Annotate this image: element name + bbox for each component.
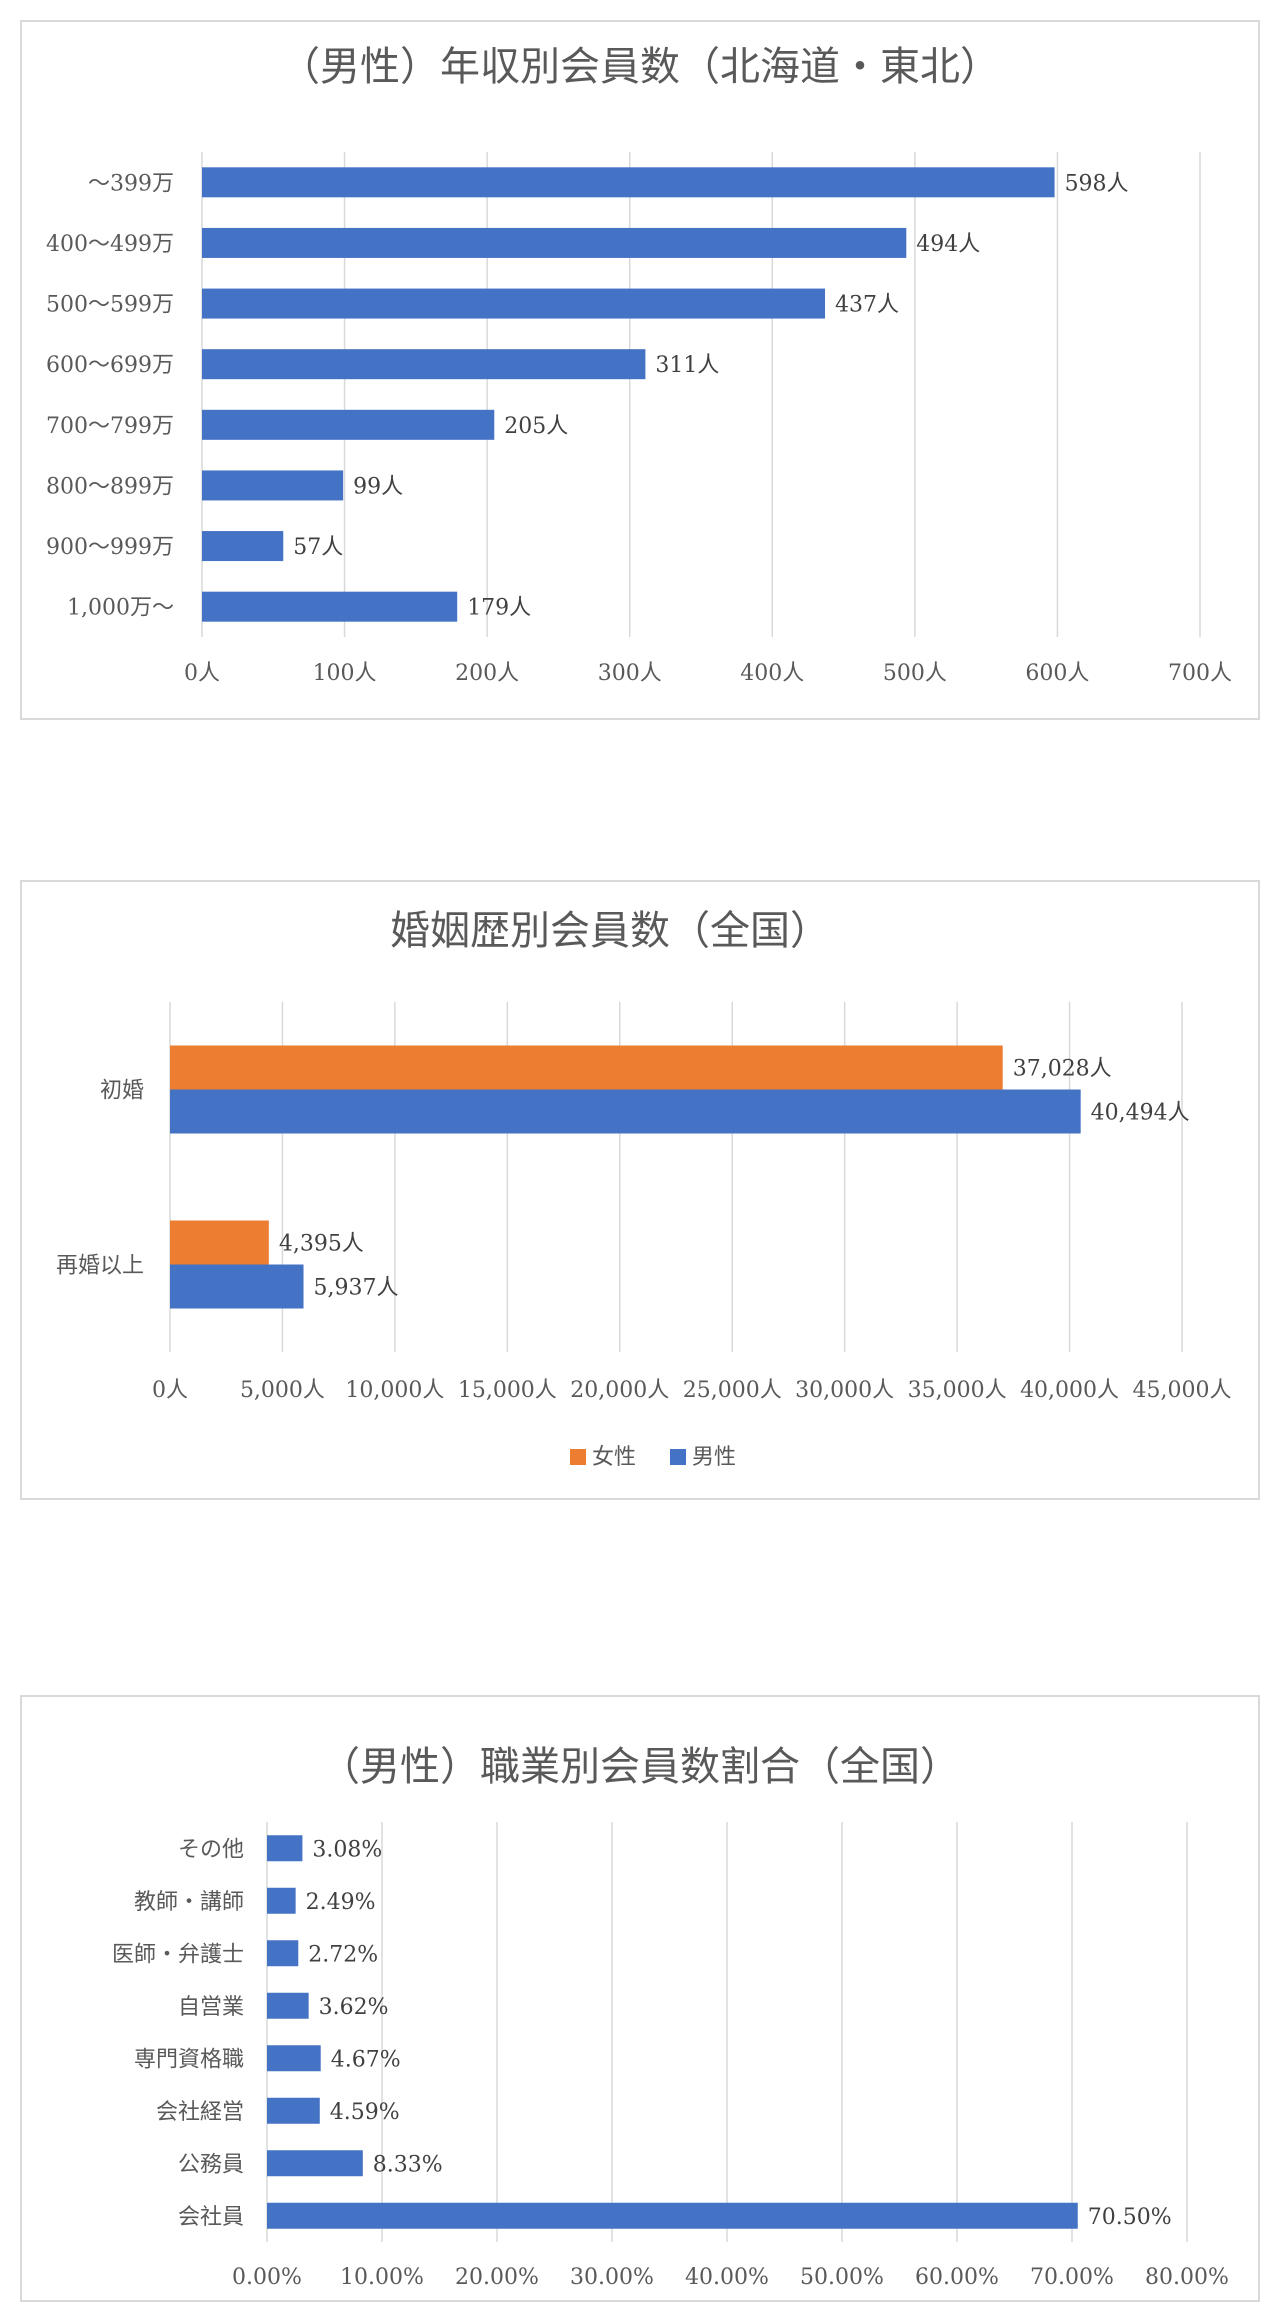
data-label: 2.49% — [306, 1890, 376, 1915]
data-label: 4.59% — [330, 2100, 400, 2125]
category-label: 会社経営 — [156, 2100, 244, 2125]
legend-label: 女性 — [592, 1445, 636, 1470]
chart-title: 婚姻歴別会員数（全国） — [390, 908, 830, 954]
data-label: 3.62% — [319, 1995, 389, 2020]
x-tick-label: 400人 — [740, 661, 804, 686]
chart-marital-svg: 婚姻歴別会員数（全国） 0人 5,000人 10,000人 15,000人 20,000… — [56, 908, 1232, 1470]
category-label: その他 — [178, 1837, 244, 1862]
legend-swatch — [570, 1449, 586, 1465]
chart-title: （男性）年収別会員数（北海道・東北） — [280, 44, 1000, 90]
category-label: 700～799万 — [46, 414, 174, 439]
category-label: 教師・講師 — [134, 1890, 244, 1915]
x-tick-label: 10.00% — [340, 2265, 424, 2290]
x-tick-label: 80.00% — [1145, 2265, 1229, 2290]
x-tick-label: 20.00% — [455, 2265, 539, 2290]
bar — [267, 2202, 1078, 2229]
x-tick-label: 70.00% — [1030, 2265, 1114, 2290]
x-tick-label: 300人 — [598, 661, 662, 686]
data-label: 70.50% — [1088, 2205, 1172, 2230]
category-label: 900～999万 — [46, 535, 174, 560]
category-label: 800～899万 — [46, 474, 174, 499]
bar — [202, 591, 458, 622]
data-label: 3.08% — [312, 1837, 382, 1862]
x-tick-label: 15,000人 — [458, 1378, 557, 1403]
category-label: 専門資格職 — [134, 2047, 244, 2072]
bar — [202, 288, 826, 319]
x-tick-label: 20,000人 — [570, 1378, 669, 1403]
chart-income-svg: （男性）年収別会員数（北海道・東北） 0人 100人 200人 300人 400人 500… — [46, 44, 1232, 686]
bar — [170, 1220, 269, 1265]
category-label: 会社員 — [178, 2205, 244, 2230]
category-label: 初婚 — [100, 1079, 144, 1104]
chart-title: （男性）職業別会員数割合（全国） — [320, 1744, 960, 1790]
category-label: 再婚以上 — [56, 1254, 144, 1279]
legend-label: 男性 — [692, 1445, 736, 1470]
category-label: 600～699万 — [46, 353, 174, 378]
data-label: 4.67% — [331, 2047, 401, 2072]
legend-swatch — [670, 1449, 686, 1465]
data-label: 437人 — [835, 293, 899, 318]
bar — [170, 1264, 304, 1309]
x-tick-label: 200人 — [455, 661, 519, 686]
bar — [267, 1992, 309, 2019]
bar — [202, 167, 1055, 198]
data-label: 311人 — [655, 353, 719, 378]
bar — [202, 470, 344, 501]
data-label: 4,395人 — [279, 1232, 364, 1257]
bar — [202, 409, 495, 440]
x-tick-label: 35,000人 — [908, 1378, 1007, 1403]
x-tick-label: 0人 — [152, 1378, 188, 1403]
data-label: 5,937人 — [314, 1276, 399, 1301]
bar — [267, 1940, 299, 1967]
bar — [267, 2150, 363, 2177]
category-label: 公務員 — [178, 2152, 244, 2177]
data-label: 57人 — [293, 535, 343, 560]
data-label: 37,028人 — [1013, 1057, 1112, 1082]
bar — [202, 531, 284, 562]
x-tick-label: 40.00% — [685, 2265, 769, 2290]
data-label: 40,494人 — [1091, 1101, 1190, 1126]
data-label: 179人 — [467, 596, 531, 621]
bar — [202, 349, 646, 380]
x-tick-label: 500人 — [883, 661, 947, 686]
data-label: 2.72% — [308, 1942, 378, 1967]
data-label: 598人 — [1065, 171, 1129, 196]
x-tick-label: 5,000人 — [240, 1378, 325, 1403]
bar — [267, 1887, 296, 1914]
category-label: 自営業 — [178, 1995, 244, 2020]
bar — [267, 1835, 303, 1862]
x-tick-label: 45,000人 — [1133, 1378, 1232, 1403]
x-tick-label: 0人 — [184, 661, 220, 686]
chart-occupation-svg: （男性）職業別会員数割合（全国） 0.00% 10.00% 20.00% 30.00%… — [112, 1744, 1229, 2290]
bar — [202, 227, 907, 258]
x-tick-label: 0.00% — [232, 2265, 302, 2290]
category-label: 400～499万 — [46, 232, 174, 257]
chart-marital: 婚姻歴別会員数（全国） 0人 5,000人 10,000人 15,000人 20,000… — [20, 880, 1260, 1500]
x-tick-label: 25,000人 — [683, 1378, 782, 1403]
category-label: ～399万 — [88, 171, 174, 196]
bar — [170, 1089, 1081, 1134]
x-tick-label: 10,000人 — [345, 1378, 444, 1403]
chart-income: （男性）年収別会員数（北海道・東北） 0人 100人 200人 300人 400人 500… — [20, 20, 1260, 720]
category-label: 1,000万～ — [67, 596, 174, 621]
category-label: 医師・弁護士 — [112, 1942, 244, 1967]
data-label: 205人 — [504, 414, 568, 439]
x-tick-label: 600人 — [1025, 661, 1089, 686]
bar — [267, 2045, 321, 2072]
bar — [267, 2097, 320, 2124]
bar — [170, 1045, 1003, 1090]
data-label: 494人 — [916, 232, 980, 257]
chart-occupation: （男性）職業別会員数割合（全国） 0.00% 10.00% 20.00% 30.00%… — [20, 1695, 1260, 2302]
x-tick-label: 100人 — [313, 661, 377, 686]
x-tick-label: 700人 — [1168, 661, 1232, 686]
data-label: 8.33% — [373, 2152, 443, 2177]
x-tick-label: 60.00% — [915, 2265, 999, 2290]
data-label: 99人 — [353, 474, 403, 499]
x-tick-label: 50.00% — [800, 2265, 884, 2290]
category-label: 500～599万 — [46, 293, 174, 318]
x-tick-label: 30.00% — [570, 2265, 654, 2290]
x-tick-label: 40,000人 — [1020, 1378, 1119, 1403]
x-tick-label: 30,000人 — [795, 1378, 894, 1403]
